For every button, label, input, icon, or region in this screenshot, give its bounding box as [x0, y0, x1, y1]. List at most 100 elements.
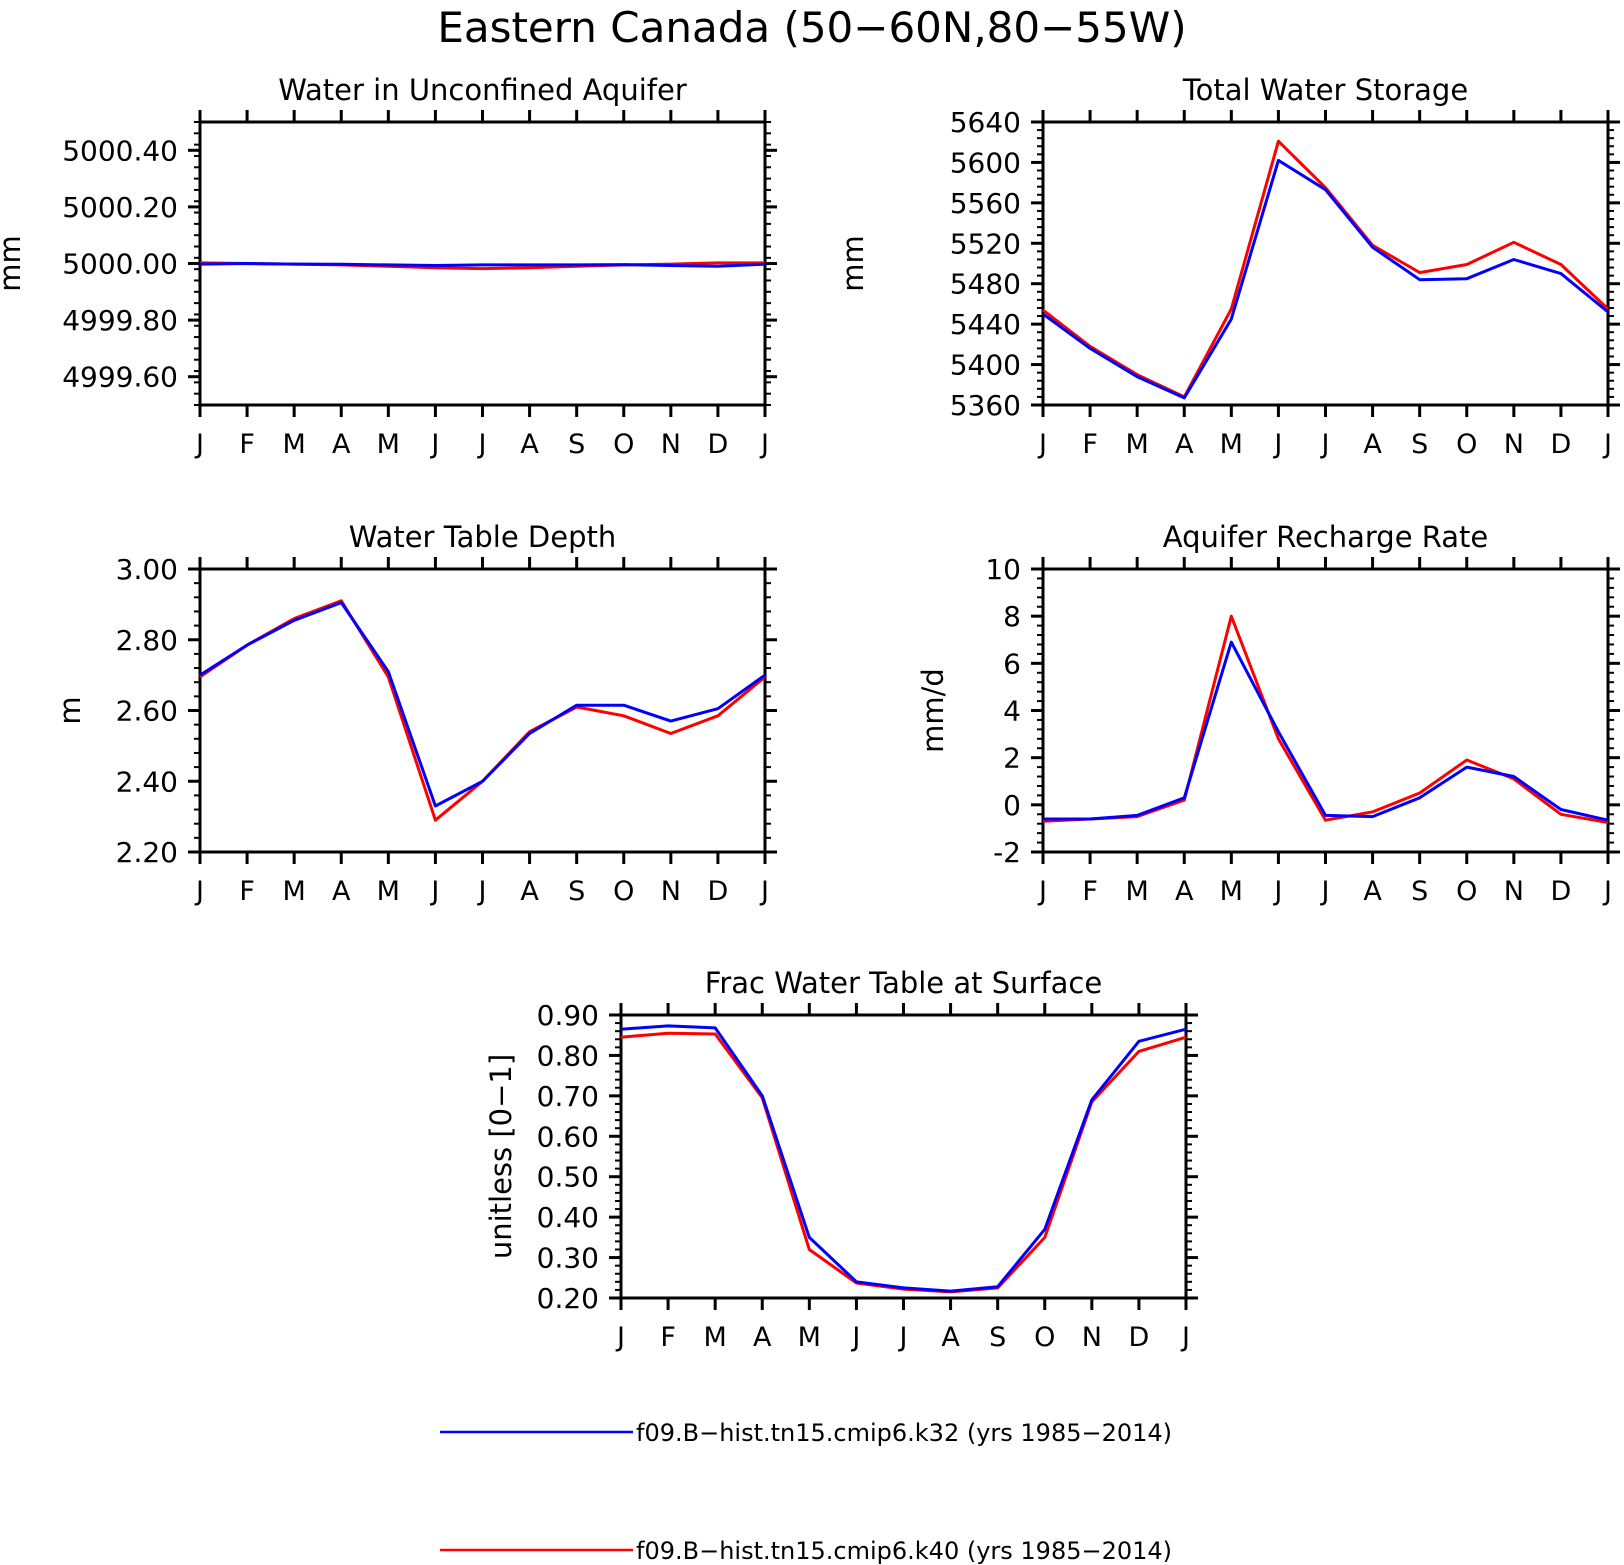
x-tick-label: J	[759, 876, 769, 907]
series-line-k32	[620, 1024, 1187, 1293]
x-tick-label: A	[520, 429, 539, 460]
x-tick-label: J	[1320, 876, 1330, 907]
chart-title: Frac Water Table at Surface	[705, 966, 1102, 1000]
y-tick-label: 0.80	[537, 1039, 599, 1072]
series-line-k32	[199, 262, 766, 268]
x-tick-label: M	[283, 876, 306, 907]
y-tick-label: 0.20	[537, 1282, 599, 1315]
y-tick-label: 0	[1003, 789, 1021, 822]
y-tick-label: 0.30	[537, 1242, 599, 1275]
chart-frac: Frac Water Table at Surface unitless [0−1…	[484, 966, 1198, 1353]
x-tick-label: N	[1504, 429, 1524, 460]
x-tick-label: J	[477, 429, 487, 460]
series-line-k40	[620, 1031, 1187, 1294]
x-tick-label: J	[1272, 876, 1282, 907]
plot-frame	[619, 1013, 1188, 1300]
x-tick-label: N	[661, 429, 681, 460]
x-tick-label: O	[1456, 876, 1477, 907]
x-tick-label: M	[377, 876, 400, 907]
x-tick-label: M	[283, 429, 306, 460]
y-tick-label: 8	[1003, 600, 1021, 633]
y-tick-label: 5440	[950, 308, 1021, 341]
x-tick-label: S	[568, 429, 585, 460]
x-tick-label: A	[332, 429, 351, 460]
series-line-k32	[199, 601, 766, 808]
x-tick-label: J	[429, 876, 439, 907]
y-tick-label: 10	[985, 553, 1021, 586]
y-tick-label: 4999.60	[62, 361, 178, 394]
x-tick-label: A	[941, 1322, 960, 1353]
y-tick-label: 5400	[950, 349, 1021, 382]
x-tick-label: F	[239, 876, 255, 907]
x-tick-label: M	[1126, 876, 1149, 907]
x-tick-label: D	[1129, 1322, 1150, 1353]
x-tick-label: N	[661, 876, 681, 907]
y-tick-label: 0.70	[537, 1080, 599, 1113]
y-tick-label: -2	[993, 836, 1021, 869]
y-tick-label: 5640	[950, 106, 1021, 139]
chart-title: Total Water Storage	[1182, 73, 1468, 107]
x-tick-label: F	[1082, 876, 1098, 907]
series-line-k32	[1043, 640, 1609, 822]
y-tick-label: 2.80	[116, 624, 178, 657]
x-tick-label: S	[1411, 429, 1428, 460]
x-tick-label: D	[1551, 429, 1572, 460]
x-tick-label: J	[1180, 1322, 1190, 1353]
legend-label-k32: f09.B−hist.tn15.cmip6.k32 (yrs 1985−2014…	[636, 1419, 1172, 1447]
y-tick-label: 4999.80	[62, 304, 178, 337]
y-axis-label: m	[53, 696, 87, 724]
y-axis-label: mm	[836, 235, 870, 292]
plot-frame	[1041, 567, 1610, 854]
y-tick-label: 0.40	[537, 1201, 599, 1234]
x-tick-label: A	[1363, 876, 1382, 907]
y-tick-label: 3.00	[116, 553, 178, 586]
y-tick-label: 5520	[950, 227, 1021, 260]
x-tick-label: S	[989, 1322, 1006, 1353]
series-line-k32	[1042, 158, 1609, 400]
series-line-k40	[1042, 614, 1609, 824]
legend-label-k40: f09.B−hist.tn15.cmip6.k40 (yrs 1985−2014…	[636, 1537, 1172, 1565]
x-tick-label: S	[1411, 876, 1428, 907]
x-tick-label: D	[708, 429, 729, 460]
x-tick-label: A	[753, 1322, 772, 1353]
x-tick-label: J	[477, 876, 487, 907]
x-tick-label: J	[850, 1322, 860, 1353]
x-tick-label: A	[1175, 876, 1194, 907]
y-axis-label: unitless [0−1]	[484, 1054, 518, 1259]
y-tick-label: 0.50	[537, 1161, 599, 1194]
y-tick-label: 5000.20	[62, 191, 178, 224]
x-tick-label: J	[1037, 429, 1047, 460]
y-axis-label: mm/d	[916, 668, 950, 753]
x-tick-label: J	[1320, 429, 1330, 460]
x-tick-label: M	[704, 1322, 727, 1353]
x-tick-label: F	[239, 429, 255, 460]
x-tick-label: J	[1602, 876, 1612, 907]
legend: f09.B−hist.tn15.cmip6.k32 (yrs 1985−2014…	[440, 1419, 1172, 1565]
x-tick-label: M	[1126, 429, 1149, 460]
y-tick-label: 2.20	[116, 836, 178, 869]
x-tick-label: J	[1602, 429, 1612, 460]
x-tick-label: J	[194, 429, 204, 460]
y-tick-label: 5360	[950, 389, 1021, 422]
y-tick-label: 2.60	[116, 695, 178, 728]
x-tick-label: N	[1504, 876, 1524, 907]
y-tick-label: 2.40	[116, 765, 178, 798]
x-tick-label: J	[429, 429, 439, 460]
x-tick-label: J	[1272, 429, 1282, 460]
y-tick-label: 5560	[950, 187, 1021, 220]
y-tick-label: 5000.40	[62, 134, 178, 167]
x-tick-label: F	[660, 1322, 676, 1353]
x-tick-label: D	[708, 876, 729, 907]
x-tick-label: J	[615, 1322, 625, 1353]
x-tick-label: A	[1363, 429, 1382, 460]
x-tick-label: F	[1082, 429, 1098, 460]
series-line-k40	[199, 599, 766, 822]
x-tick-label: N	[1082, 1322, 1102, 1353]
y-tick-label: 5000.00	[62, 248, 178, 281]
x-tick-label: O	[1034, 1322, 1055, 1353]
x-tick-label: J	[898, 1322, 908, 1353]
